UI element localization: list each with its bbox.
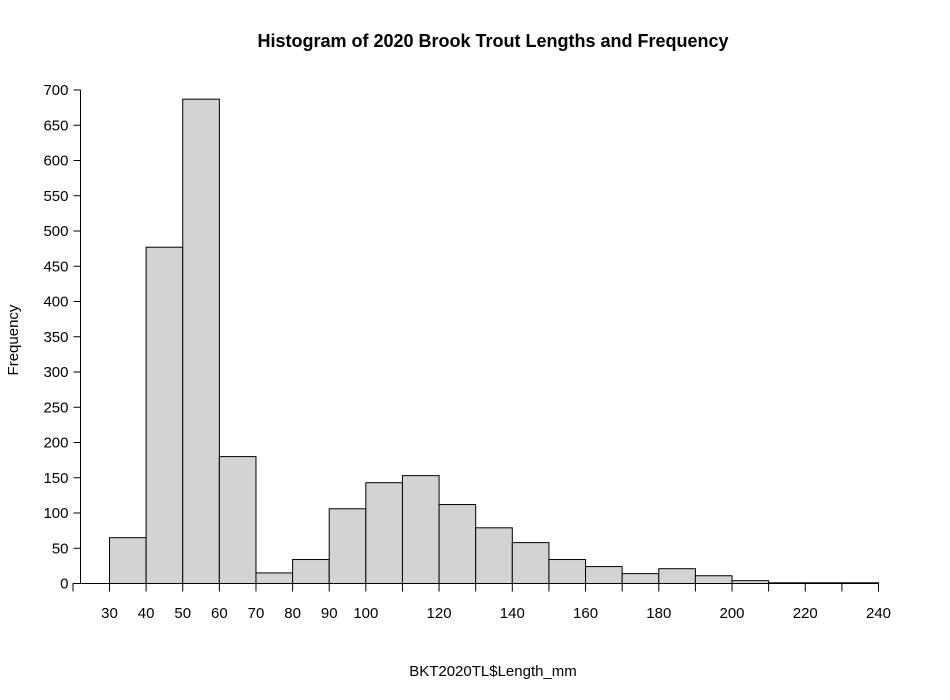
y-tick-label-200: 200 [43,435,68,452]
histogram-bar-170-180 [621,573,660,585]
histogram-bar-40-50 [145,246,184,584]
histogram-bar-180-190 [658,568,696,585]
x-tick-label-60: 60 [211,605,228,622]
y-tick-label-650: 650 [43,117,68,134]
y-tick-label-50: 50 [52,540,69,557]
x-tick-label-240: 240 [866,605,891,622]
y-tick-label-400: 400 [43,294,68,311]
y-tick-label-600: 600 [43,153,68,170]
bars-group [109,98,880,585]
histogram-bar-190-200 [694,575,733,584]
x-tick-label-50: 50 [174,605,191,622]
y-axis: 0 50 100 150 200 250 300 350 400 450 500 550 600 650 7… [43,82,81,593]
x-tick-label-180: 180 [646,605,671,622]
histogram-bar-110-120 [401,475,440,585]
histogram-bar-140-150 [511,542,550,584]
y-tick-label-500: 500 [43,223,68,240]
y-tick-label-100: 100 [43,505,68,522]
histogram-bar-50-60 [182,98,220,584]
x-tick-label-140: 140 [500,605,525,622]
x-tick-label-160: 160 [573,605,598,622]
x-tick-label-120: 120 [427,605,452,622]
histogram-bar-150-160 [548,559,587,585]
x-tick-label-220: 220 [793,605,818,622]
x-tick-label-30: 30 [101,605,118,622]
y-tick-label-450: 450 [43,258,68,275]
y-tick-label-550: 550 [43,188,68,205]
x-tick-label-90: 90 [321,605,338,622]
y-tick-label-300: 300 [43,364,68,381]
y-tick-label-250: 250 [43,399,68,416]
y-tick-label-700: 700 [43,82,68,99]
y-tick-label-0: 0 [60,576,68,593]
histogram-bar-130-140 [475,527,513,584]
chart-title: Histogram of 2020 Brook Trout Lengths an… [257,31,728,51]
histogram-bar-30-40 [109,537,147,584]
histogram-bar-100-110 [365,482,403,584]
y-tick-label-150: 150 [43,470,68,487]
x-tick-label-200: 200 [720,605,745,622]
histogram-bar-60-70 [218,456,257,585]
y-axis-label: Frequency [5,304,22,375]
histogram-bar-80-90 [292,559,330,585]
x-tick-label-40: 40 [138,605,155,622]
histogram-bar-160-170 [585,566,623,585]
x-axis: 30 40 50 60 70 80 90 100 120 140 160 180 200 220 240 [72,583,891,622]
x-tick-label-70: 70 [248,605,265,622]
x-axis-label: BKT2020TL$Length_mm [409,663,577,680]
histogram-bar-70-80 [255,572,294,584]
histogram-bar-90-100 [328,508,367,584]
x-tick-label-80: 80 [284,605,301,622]
histogram-bar-120-130 [438,504,477,585]
x-tick-label-100: 100 [353,605,378,622]
y-tick-label-350: 350 [43,329,68,346]
